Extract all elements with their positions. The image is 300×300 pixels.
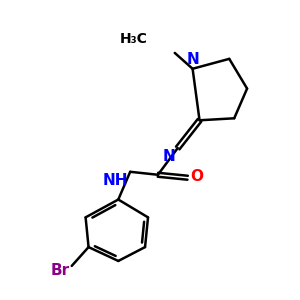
Text: N: N	[186, 52, 199, 67]
Text: NH: NH	[103, 173, 128, 188]
Text: Br: Br	[51, 263, 70, 278]
Text: N: N	[163, 149, 176, 164]
Text: H₃C: H₃C	[120, 32, 148, 46]
Text: O: O	[190, 169, 204, 184]
